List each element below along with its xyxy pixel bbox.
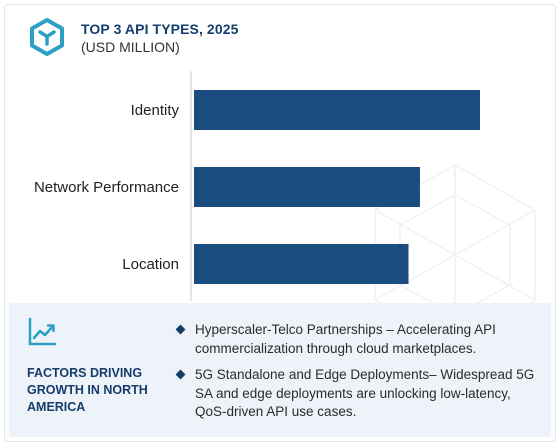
factor-bullet-list: Hyperscaler-Telco Partnerships – Acceler… <box>175 321 537 430</box>
growth-factors-panel: FACTORS DRIVING GROWTH IN NORTH AMERICA … <box>9 303 551 437</box>
factor-bullet-text: 5G Standalone and Edge Deployments– Wide… <box>195 367 535 419</box>
bar-chart: Identity Network Performance Location <box>34 71 480 301</box>
chart-title: TOP 3 API TYPES, 2025 <box>81 21 239 37</box>
diamond-bullet-icon <box>175 324 186 335</box>
bar <box>194 167 420 207</box>
factor-bullet-text: Hyperscaler-Telco Partnerships – Acceler… <box>195 322 496 356</box>
bar <box>194 90 480 130</box>
bar <box>194 244 409 284</box>
factor-bullet: 5G Standalone and Edge Deployments– Wide… <box>175 366 537 422</box>
category-label: Identity <box>131 102 180 119</box>
category-label: Location <box>122 256 179 273</box>
factors-label: FACTORS DRIVING GROWTH IN NORTH AMERICA <box>27 366 148 414</box>
trend-chart-icon <box>28 317 57 346</box>
chart-card: TOP 3 API TYPES, 2025 (USD MILLION) Iden… <box>4 4 556 442</box>
category-label: Network Performance <box>34 179 179 196</box>
diamond-bullet-icon <box>175 369 186 380</box>
cube-logo-icon <box>30 18 64 56</box>
chart-subtitle: (USD MILLION) <box>81 39 180 55</box>
factor-bullet: Hyperscaler-Telco Partnerships – Acceler… <box>175 321 537 358</box>
